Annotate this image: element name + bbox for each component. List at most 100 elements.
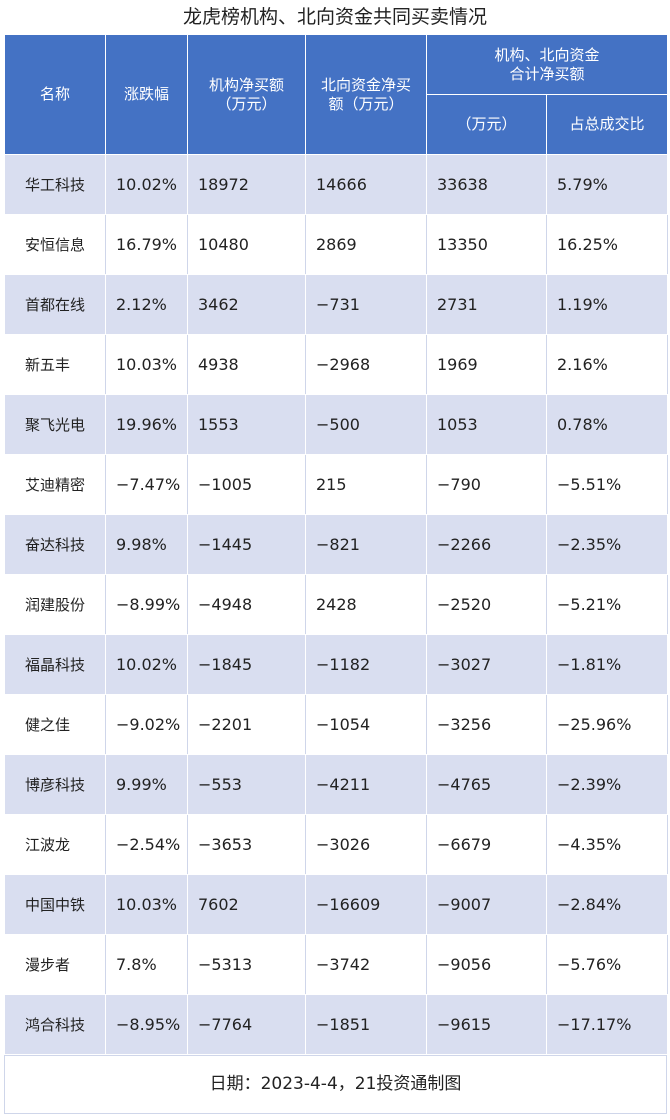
cell-north: −500 bbox=[305, 394, 427, 455]
cell-inst: −7764 bbox=[187, 994, 306, 1055]
header-northbound-line1: 北向资金净买 bbox=[320, 75, 411, 94]
cell-change: 9.99% bbox=[105, 754, 188, 815]
table-row: 漫步者 7.8% −5313 −3742 −9056 −5.76% bbox=[4, 934, 669, 995]
header-institution-line2: （万元） bbox=[216, 94, 277, 113]
table-row: 健之佳 −9.02% −2201 −1054 −3256 −25.96% bbox=[4, 694, 669, 755]
cell-north: −16609 bbox=[305, 874, 427, 935]
data-table-container: 名称 涨跌幅 机构净买额 （万元） 北向资金净买 额（万元） 机构、北向资金 合… bbox=[4, 34, 669, 1114]
cell-name: 新五丰 bbox=[4, 334, 106, 395]
cell-inst: −5313 bbox=[187, 934, 306, 995]
header-northbound: 北向资金净买 额（万元） bbox=[305, 34, 427, 155]
cell-name: 艾迪精密 bbox=[4, 454, 106, 515]
cell-combined: −9615 bbox=[426, 994, 547, 1055]
table-row: 华工科技 10.02% 18972 14666 33638 5.79% bbox=[4, 154, 669, 215]
cell-change: 10.02% bbox=[105, 154, 188, 215]
cell-north: 215 bbox=[305, 454, 427, 515]
cell-combined: −4765 bbox=[426, 754, 547, 815]
cell-combined: 1969 bbox=[426, 334, 547, 395]
cell-change: −2.54% bbox=[105, 814, 188, 875]
cell-name: 健之佳 bbox=[4, 694, 106, 755]
cell-combined: −6679 bbox=[426, 814, 547, 875]
table-body: 华工科技 10.02% 18972 14666 33638 5.79% 安恒信息 16.79%… bbox=[4, 154, 669, 1055]
cell-change: −9.02% bbox=[105, 694, 188, 755]
cell-combined: −2520 bbox=[426, 574, 547, 635]
cell-north: −3026 bbox=[305, 814, 427, 875]
header-change: 涨跌幅 bbox=[105, 34, 188, 155]
table-row: 安恒信息 16.79% 10480 2869 13350 16.25% bbox=[4, 214, 669, 275]
cell-inst: 3462 bbox=[187, 274, 306, 335]
cell-name: 润建股份 bbox=[4, 574, 106, 635]
cell-inst: 10480 bbox=[187, 214, 306, 275]
cell-inst: −3653 bbox=[187, 814, 306, 875]
cell-name: 博彦科技 bbox=[4, 754, 106, 815]
header-combined-unit: （万元） bbox=[426, 94, 547, 155]
header-institution-line1: 机构净买额 bbox=[208, 75, 284, 94]
cell-north: −1851 bbox=[305, 994, 427, 1055]
cell-name: 漫步者 bbox=[4, 934, 106, 995]
cell-inst: −2201 bbox=[187, 694, 306, 755]
header-share: 占总成交比 bbox=[545, 94, 669, 155]
cell-inst: −553 bbox=[187, 754, 306, 815]
cell-share: 16.25% bbox=[545, 214, 669, 275]
cell-change: 10.02% bbox=[105, 634, 188, 695]
cell-combined: 33638 bbox=[426, 154, 547, 215]
cell-share: 0.78% bbox=[545, 394, 669, 455]
cell-combined: 2731 bbox=[426, 274, 547, 335]
cell-name: 华工科技 bbox=[4, 154, 106, 215]
cell-combined: −790 bbox=[426, 454, 547, 515]
cell-north: 2428 bbox=[305, 574, 427, 635]
cell-inst: 18972 bbox=[187, 154, 306, 215]
cell-change: −7.47% bbox=[105, 454, 188, 515]
table-row: 艾迪精密 −7.47% −1005 215 −790 −5.51% bbox=[4, 454, 669, 515]
cell-north: −4211 bbox=[305, 754, 427, 815]
header-institution: 机构净买额 （万元） bbox=[187, 34, 306, 155]
table-row: 福晶科技 10.02% −1845 −1182 −3027 −1.81% bbox=[4, 634, 669, 695]
cell-north: −1054 bbox=[305, 694, 427, 755]
table-row: 鸿合科技 −8.95% −7764 −1851 −9615 −17.17% bbox=[4, 994, 669, 1055]
cell-north: −3742 bbox=[305, 934, 427, 995]
header-combined-line1: 机构、北向资金 bbox=[494, 45, 600, 64]
cell-name: 中国中铁 bbox=[4, 874, 106, 935]
cell-inst: −1445 bbox=[187, 514, 306, 575]
cell-north: −731 bbox=[305, 274, 427, 335]
cell-share: −4.35% bbox=[545, 814, 669, 875]
cell-name: 福晶科技 bbox=[4, 634, 106, 695]
cell-share: −2.35% bbox=[545, 514, 669, 575]
table-row: 聚飞光电 19.96% 1553 −500 1053 0.78% bbox=[4, 394, 669, 455]
cell-change: 2.12% bbox=[105, 274, 188, 335]
cell-change: 10.03% bbox=[105, 874, 188, 935]
data-table: 名称 涨跌幅 机构净买额 （万元） 北向资金净买 额（万元） 机构、北向资金 合… bbox=[4, 34, 669, 1055]
cell-share: −1.81% bbox=[545, 634, 669, 695]
cell-share: 1.19% bbox=[545, 274, 669, 335]
cell-change: 7.8% bbox=[105, 934, 188, 995]
cell-share: −25.96% bbox=[545, 694, 669, 755]
table-row: 博彦科技 9.99% −553 −4211 −4765 −2.39% bbox=[4, 754, 669, 815]
cell-combined: −3027 bbox=[426, 634, 547, 695]
table-row: 首都在线 2.12% 3462 −731 2731 1.19% bbox=[4, 274, 669, 335]
table-row: 江波龙 −2.54% −3653 −3026 −6679 −4.35% bbox=[4, 814, 669, 875]
cell-change: 10.03% bbox=[105, 334, 188, 395]
cell-change: 19.96% bbox=[105, 394, 188, 455]
cell-share: 2.16% bbox=[545, 334, 669, 395]
cell-name: 安恒信息 bbox=[4, 214, 106, 275]
table-header: 名称 涨跌幅 机构净买额 （万元） 北向资金净买 额（万元） 机构、北向资金 合… bbox=[4, 34, 669, 155]
cell-inst: 7602 bbox=[187, 874, 306, 935]
cell-combined: −3256 bbox=[426, 694, 547, 755]
cell-north: −1182 bbox=[305, 634, 427, 695]
cell-inst: 1553 bbox=[187, 394, 306, 455]
cell-north: 2869 bbox=[305, 214, 427, 275]
cell-change: −8.99% bbox=[105, 574, 188, 635]
cell-change: −8.95% bbox=[105, 994, 188, 1055]
header-name: 名称 bbox=[4, 34, 106, 155]
cell-name: 奋达科技 bbox=[4, 514, 106, 575]
cell-share: −17.17% bbox=[545, 994, 669, 1055]
cell-share: −5.76% bbox=[545, 934, 669, 995]
cell-combined: −2266 bbox=[426, 514, 547, 575]
cell-north: 14666 bbox=[305, 154, 427, 215]
cell-name: 首都在线 bbox=[4, 274, 106, 335]
cell-inst: −1005 bbox=[187, 454, 306, 515]
cell-north: −2968 bbox=[305, 334, 427, 395]
cell-north: −821 bbox=[305, 514, 427, 575]
cell-combined: 13350 bbox=[426, 214, 547, 275]
table-row: 奋达科技 9.98% −1445 −821 −2266 −2.35% bbox=[4, 514, 669, 575]
